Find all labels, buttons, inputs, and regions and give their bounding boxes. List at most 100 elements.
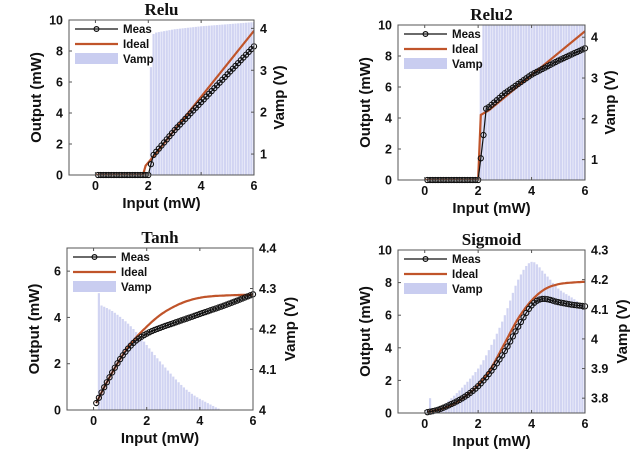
vamp-bar: [506, 25, 509, 180]
vamp-bar: [525, 265, 528, 413]
vamp-bar: [583, 306, 585, 413]
vamp-bar: [182, 387, 186, 410]
chart-title: Sigmoid: [462, 230, 522, 249]
y-tick-label: 2: [385, 374, 392, 388]
y2-tick-label: 4.3: [591, 244, 608, 258]
vamp-bar: [157, 32, 160, 175]
vamp-bar: [178, 28, 182, 175]
vamp-bar: [190, 393, 193, 410]
vamp-bar: [514, 25, 517, 180]
y2-tick-label: 4: [591, 332, 598, 346]
y-tick-label: 8: [385, 276, 392, 290]
vamp-bar: [210, 25, 213, 175]
vamp-bar: [121, 318, 124, 410]
y-tick-label: 6: [385, 81, 392, 95]
vamp-bar: [165, 30, 168, 175]
meas-point: [515, 323, 522, 330]
vamp-bar: [533, 25, 536, 180]
y-tick-label: 6: [56, 76, 63, 90]
vamp-bar: [535, 25, 539, 180]
legend-label-ideal: Ideal: [123, 39, 149, 51]
vamp-bar: [218, 24, 221, 175]
vamp-bar: [583, 25, 585, 180]
vamp-bar: [533, 262, 536, 413]
y2-tick-label: 3: [260, 64, 267, 78]
meas-point: [507, 338, 514, 345]
vamp-bar: [148, 348, 151, 410]
vamp-bar: [105, 308, 108, 410]
y-tick-label: 10: [378, 244, 392, 258]
vamp-bar: [244, 22, 248, 175]
y-tick-label: 2: [54, 357, 61, 371]
vamp-bar: [538, 267, 541, 413]
vamp-bar: [551, 282, 555, 413]
vamp-bar: [113, 312, 116, 410]
meas-point: [109, 369, 116, 376]
y2-tick-label: 4: [260, 22, 267, 36]
vamp-bar: [180, 384, 183, 410]
legend: Meas Ideal Vamp: [75, 24, 154, 66]
meas-point: [95, 394, 103, 401]
x-tick-label: 4: [196, 414, 203, 428]
y2-axis-label: Vamp (V): [282, 297, 299, 361]
vamp-bar: [152, 33, 155, 175]
meas-point: [517, 318, 525, 326]
vamp-bar: [578, 25, 581, 180]
vamp-bar: [530, 25, 533, 180]
axes-frame: [68, 19, 255, 176]
legend-label-meas: Meas: [452, 29, 481, 41]
vamp-bar: [209, 404, 212, 410]
vamp-bar: [194, 26, 197, 175]
vamp-bar: [501, 321, 504, 413]
vamp-bar: [223, 24, 227, 175]
y2-tick-label: 4.2: [591, 273, 608, 287]
y-axis-label: Output (mW): [357, 57, 374, 148]
vamp-bar: [549, 279, 552, 413]
legend-meas-marker: [422, 31, 429, 38]
legend-label-ideal: Ideal: [452, 44, 478, 56]
x-tick-label: 2: [145, 179, 152, 193]
meas-point: [512, 328, 519, 335]
y-tick-label: 4: [56, 107, 63, 121]
x-tick-label: 0: [92, 179, 99, 193]
vamp-bar: [214, 407, 217, 410]
vamp-bar: [485, 25, 488, 180]
legend-label-vamp: Vamp: [123, 54, 154, 66]
vamp-bar: [226, 24, 229, 175]
vamp-bar: [150, 351, 154, 410]
y2-tick-label: 4.2: [259, 323, 276, 337]
vamp-bar: [129, 326, 132, 410]
vamp-bar: [153, 355, 156, 410]
y-tick-label: 0: [385, 174, 392, 188]
y-tick-label: 2: [56, 138, 63, 152]
x-tick-label: 0: [421, 184, 428, 198]
y2-tick-label: 2: [260, 106, 267, 120]
x-tick-label: 4: [528, 184, 535, 198]
y2-tick-label: 1: [260, 148, 267, 162]
vamp-bar: [495, 333, 498, 413]
vamp-bar: [185, 389, 188, 410]
vamp-bar: [573, 299, 576, 413]
meas-point: [147, 160, 155, 168]
vamp-bar: [487, 25, 490, 180]
legend-label-meas: Meas: [452, 254, 481, 266]
vamp-bar: [166, 370, 170, 410]
vamp-bar: [186, 27, 190, 175]
vamp-bar: [527, 25, 530, 180]
vamp-bar: [108, 309, 111, 410]
vamp-bar: [103, 306, 106, 410]
vamp-bar: [124, 321, 127, 410]
vamp-bar: [541, 25, 544, 180]
legend-vamp-swatch: [404, 58, 447, 69]
legend-vamp-swatch: [404, 283, 447, 294]
vamp-bar: [134, 331, 138, 410]
vamp-bar: [525, 25, 528, 180]
vamp-bar: [559, 290, 563, 413]
x-tick-label: 2: [475, 184, 482, 198]
vamp-bar: [250, 22, 253, 175]
vamp-bar: [477, 368, 480, 413]
chart-title: Relu: [145, 0, 179, 19]
vamp-bar: [145, 344, 148, 410]
vamp-bar: [196, 397, 199, 410]
